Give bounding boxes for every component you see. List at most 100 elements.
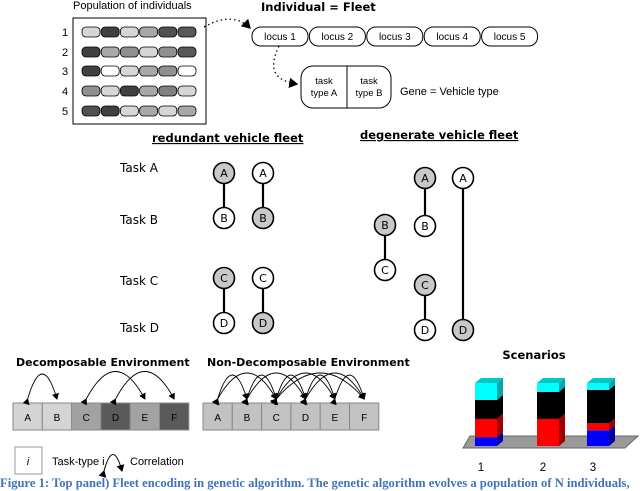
bar-side-black — [609, 384, 615, 424]
gene-cell — [139, 105, 159, 117]
decomposable-cell-label: A — [24, 413, 31, 424]
locus-cell — [366, 26, 424, 47]
gene-label: Gene = Vehicle type — [400, 86, 499, 98]
correlation-arc — [109, 371, 175, 406]
correlation-arc — [80, 371, 146, 406]
locus-label: locus 3 — [379, 32, 411, 43]
redundant-fleet-title: redundant vehicle fleet — [152, 131, 304, 145]
task-node — [373, 213, 397, 237]
correlation-arc — [212, 374, 249, 406]
task-node-label: C — [381, 264, 389, 277]
locus-label: locus 4 — [436, 32, 468, 43]
gene-cell — [177, 85, 197, 97]
task-node-label: B — [381, 219, 389, 232]
task-node — [212, 311, 236, 335]
gene-cell — [100, 105, 120, 117]
bar-side-blue — [609, 425, 615, 446]
correlation-arc — [211, 372, 277, 406]
task-node-label: A — [459, 172, 467, 185]
decomposable-cell-label: F — [171, 413, 177, 424]
locus-label: locus 5 — [494, 32, 526, 43]
bar-side-red — [609, 418, 615, 431]
gene-left-line2: type A — [311, 88, 338, 99]
bar-segment-cyan — [587, 383, 609, 390]
gene-cell — [120, 65, 139, 77]
decomposable-cell — [12, 402, 43, 431]
task-node-label: B — [220, 212, 228, 225]
correlation-arc-icon — [98, 454, 125, 478]
scenario-label: 1 — [478, 462, 484, 474]
non-decomposable-cell — [349, 402, 380, 431]
bar-side-red — [559, 413, 565, 446]
gene-cell — [100, 46, 120, 58]
gene-cell — [177, 46, 197, 58]
task-node-label: C — [259, 272, 267, 285]
task-node-label: A — [421, 172, 429, 185]
task-c-label: Task C — [119, 274, 158, 288]
task-node-label: D — [220, 317, 228, 330]
individual-number: 1 — [62, 27, 68, 39]
individual-number: 2 — [62, 47, 68, 59]
bar-segment-blue — [475, 437, 497, 446]
gene-cell — [100, 65, 120, 77]
scenario-bars: 1 2 3 — [475, 378, 615, 474]
task-node — [251, 311, 275, 335]
correlation-arc — [22, 373, 59, 406]
individual-title: Individual = Fleet — [261, 0, 376, 14]
task-node — [451, 318, 475, 342]
bar-side-black — [497, 395, 503, 419]
task-node — [251, 266, 275, 290]
task-node-label: C — [220, 272, 228, 285]
decomposable-cell — [41, 402, 73, 431]
locus-cell — [251, 26, 309, 47]
legend-symbol: i — [27, 456, 30, 468]
gene-left-line1: task — [315, 76, 333, 87]
task-node-label: C — [421, 279, 429, 292]
bar-top — [587, 378, 615, 383]
loci-row: locus 1 locus 2 locus 3 locus 4 locus 5 — [251, 26, 539, 47]
task-node-label: B — [421, 220, 429, 233]
decomposable-cell-label: B — [54, 413, 61, 424]
task-node — [413, 318, 437, 342]
individual-number: 3 — [62, 66, 68, 78]
correlation-arc — [241, 374, 279, 406]
non-decomposable-cell — [290, 402, 321, 431]
individual-number: 5 — [62, 106, 68, 118]
task-b-label: Task B — [119, 213, 158, 227]
gene-cell — [139, 65, 159, 77]
bar-side-blue — [497, 432, 503, 446]
task-node-label: B — [259, 212, 267, 225]
gene-cell — [158, 65, 178, 77]
gene-cell — [81, 26, 101, 38]
locus-cell — [423, 26, 481, 47]
population-title: Population of individuals — [73, 0, 192, 12]
task-node — [212, 266, 236, 290]
gene-cell — [81, 65, 101, 77]
gene-cell — [158, 105, 178, 117]
decomposable-cell — [159, 402, 190, 431]
gene-cell — [100, 26, 120, 38]
bar-top — [475, 378, 503, 383]
gene-right-line2: type B — [356, 88, 383, 99]
bar-segment-blue — [587, 430, 609, 446]
bar-side-red — [497, 413, 503, 438]
gene-cell — [120, 85, 139, 97]
decomposable-cell-label: E — [142, 413, 149, 424]
fleet-graphs: A B A B C D C D A B B C C D A D — [212, 161, 475, 342]
task-a-label: Task A — [119, 161, 159, 175]
bar-side-cyan — [609, 378, 615, 390]
gene-cell — [100, 85, 120, 97]
bar-top — [537, 378, 565, 383]
correlation-arc — [241, 372, 307, 406]
scenarios-title: Scenarios — [502, 348, 565, 362]
task-node-label: D — [421, 324, 429, 337]
gene-cell — [139, 26, 159, 38]
correlation-arc — [299, 372, 365, 406]
gene-cell — [81, 85, 101, 97]
task-node — [212, 206, 236, 230]
gene-cell — [139, 46, 159, 58]
gene-cell — [177, 26, 197, 38]
